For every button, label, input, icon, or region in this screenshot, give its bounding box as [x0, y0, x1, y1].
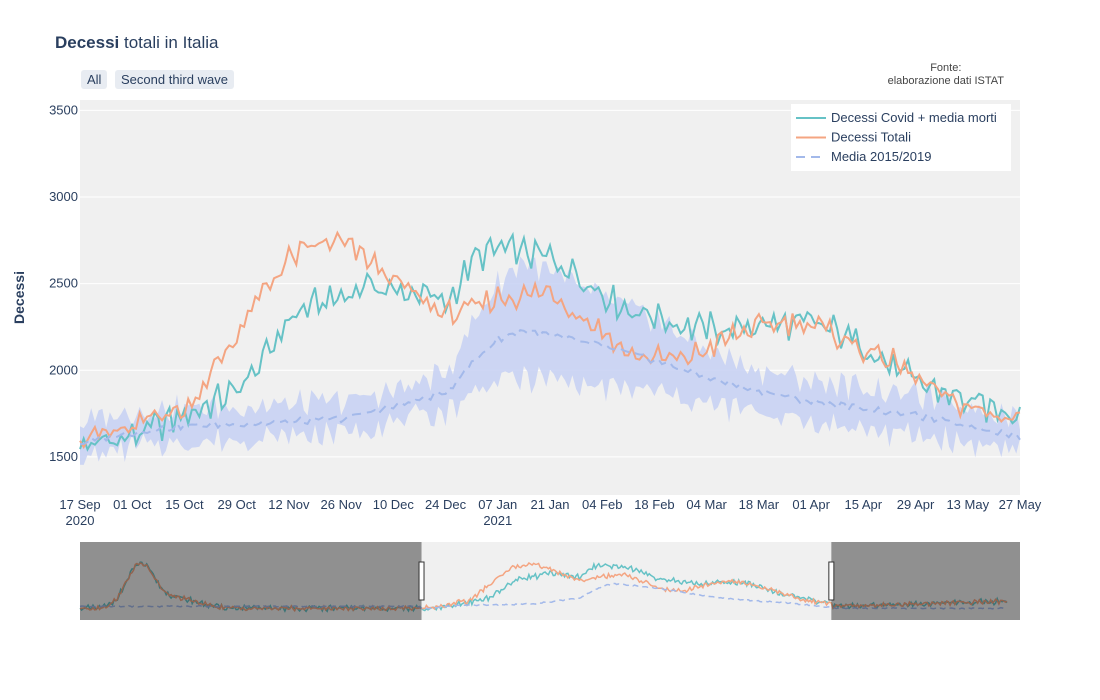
- legend: Decessi Covid + media morti Decessi Total…: [791, 104, 1011, 171]
- x-tick-label: 01 Oct: [113, 497, 152, 512]
- source-line-2: elaborazione dati ISTAT: [887, 75, 1004, 87]
- chart-title: Decessi totali in Italia: [55, 33, 219, 53]
- legend-label-1: Decessi Totali: [831, 130, 911, 145]
- x-tick-label: 15 Apr: [845, 497, 883, 512]
- rangeslider-handle-left[interactable]: [418, 561, 425, 601]
- series-line-2: [80, 328, 1021, 445]
- x-tick-year-label: 2021: [483, 513, 512, 528]
- x-tick-label: 12 Nov: [268, 497, 310, 512]
- x-tick-label: 26 Nov: [321, 497, 363, 512]
- x-tick-label: 29 Apr: [897, 497, 935, 512]
- x-tick-label: 17 Sep: [59, 497, 100, 512]
- x-tick-label: 18 Mar: [739, 497, 780, 512]
- x-tick-label: 18 Feb: [634, 497, 674, 512]
- range-button-all[interactable]: All: [81, 70, 108, 89]
- y-tick-label: 3000: [49, 189, 78, 204]
- x-tick-label: 21 Jan: [530, 497, 569, 512]
- x-tick-label: 24 Dec: [425, 497, 467, 512]
- x-tick-label: 04 Feb: [582, 497, 622, 512]
- source-line-1: Fonte:: [930, 62, 962, 74]
- rangeslider-mask-right: [831, 542, 1020, 620]
- x-tick-label: 04 Mar: [686, 497, 727, 512]
- x-tick-label: 10 Dec: [373, 497, 415, 512]
- x-tick-year-label: 2020: [66, 513, 95, 528]
- source-annotation: Fonte: elaborazione dati ISTAT: [888, 62, 1004, 88]
- x-tick-label: 07 Jan: [478, 497, 517, 512]
- x-tick-label: 01 Apr: [792, 497, 830, 512]
- legend-label-0: Decessi Covid + media morti: [831, 110, 997, 125]
- rangeslider-mask-left: [80, 542, 422, 620]
- y-tick-label: 2500: [49, 276, 78, 291]
- y-axis-title: Decessi: [11, 271, 27, 324]
- chart-title-bold: Decessi: [55, 33, 120, 52]
- rangeslider-series-1: [79, 561, 1008, 613]
- chart-title-rest: totali in Italia: [119, 33, 219, 52]
- y-tick-label: 3500: [49, 102, 78, 117]
- x-tick-label: 27 May: [999, 497, 1042, 512]
- y-tick-label: 2000: [49, 362, 78, 377]
- series-line-1: [79, 230, 1021, 450]
- x-tick-label: 15 Oct: [165, 497, 204, 512]
- range-button-second-third-wave[interactable]: Second third wave: [115, 70, 234, 89]
- legend-box: [791, 104, 1011, 171]
- series-line-0: [79, 231, 1021, 452]
- min-max-band: [80, 256, 1020, 465]
- x-tick-label: 13 May: [946, 497, 989, 512]
- x-tick-label: 29 Oct: [218, 497, 257, 512]
- legend-label-2: Media 2015/2019: [831, 149, 931, 164]
- rangeslider-series-2: [79, 582, 1008, 610]
- rangeslider-handle-right[interactable]: [828, 561, 835, 601]
- y-tick-label: 1500: [49, 449, 78, 464]
